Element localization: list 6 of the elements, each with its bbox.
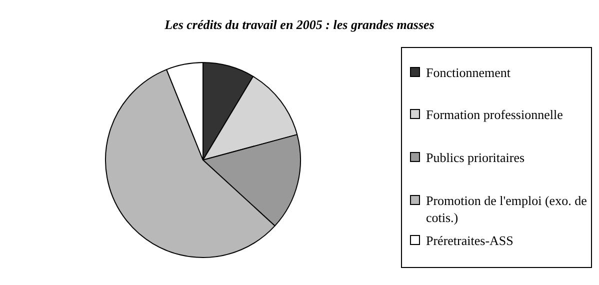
legend-label: Publics prioritaires [426, 149, 526, 166]
legend-label: Préretraites-ASS [426, 232, 514, 249]
legend-label: Promotion de l'emploi (exo. de cotis.) [426, 192, 588, 226]
legend-label: Fonctionnement [426, 64, 512, 81]
chart-title: Les crédits du travail en 2005 : les grandes masses [164, 17, 436, 33]
legend-label: Formation professionnelle [426, 106, 564, 123]
